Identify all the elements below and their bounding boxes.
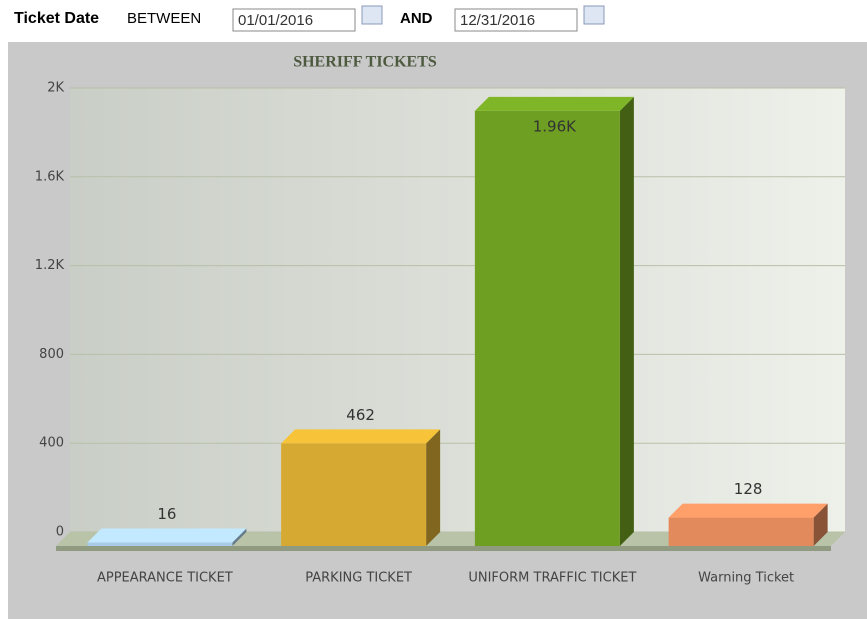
bar-top — [281, 429, 441, 444]
x-tick-label: APPEARANCE TICKET — [97, 571, 233, 586]
bar-top — [87, 528, 247, 543]
plot-plane — [70, 88, 845, 532]
value-label: 128 — [734, 480, 763, 498]
start-calendar-icon[interactable] — [361, 5, 383, 25]
bar — [474, 110, 620, 546]
value-label: 16 — [157, 505, 176, 523]
between-label: BETWEEN — [127, 10, 201, 27]
bar-side — [232, 528, 247, 546]
floor-front — [56, 546, 831, 551]
y-tick-label: 1.6K — [35, 169, 65, 184]
bar — [281, 443, 427, 546]
y-tick-label: 1.2K — [35, 258, 65, 273]
x-tick-label: UNIFORM TRAFFIC TICKET — [468, 571, 636, 586]
end-calendar-icon[interactable] — [583, 5, 605, 25]
filter-label: Ticket Date — [14, 10, 99, 27]
bar-side — [813, 503, 828, 546]
chart-title: SHERIFF TICKETS — [293, 54, 437, 71]
bar — [87, 542, 233, 546]
start-date-value: 01/01/2016 — [238, 12, 313, 29]
bar-top — [668, 503, 828, 518]
y-tick-label: 0 — [56, 525, 64, 540]
y-tick-label: 800 — [39, 347, 64, 362]
end-date-input[interactable] — [454, 8, 578, 32]
start-date-input[interactable] — [232, 8, 356, 32]
y-tick-label: 400 — [39, 436, 64, 451]
value-label: 462 — [346, 406, 375, 424]
y-tick-label: 2K — [47, 81, 64, 96]
bar-side — [619, 96, 634, 546]
floor-top — [56, 532, 845, 546]
bar — [668, 517, 814, 546]
bar-side — [426, 429, 441, 546]
value-label: 1.96K — [533, 117, 577, 135]
bar-top — [474, 96, 634, 111]
x-tick-label: Warning Ticket — [698, 571, 794, 586]
and-label: AND — [400, 10, 433, 27]
x-tick-label: PARKING TICKET — [305, 571, 412, 586]
end-date-value: 12/31/2016 — [460, 12, 535, 29]
